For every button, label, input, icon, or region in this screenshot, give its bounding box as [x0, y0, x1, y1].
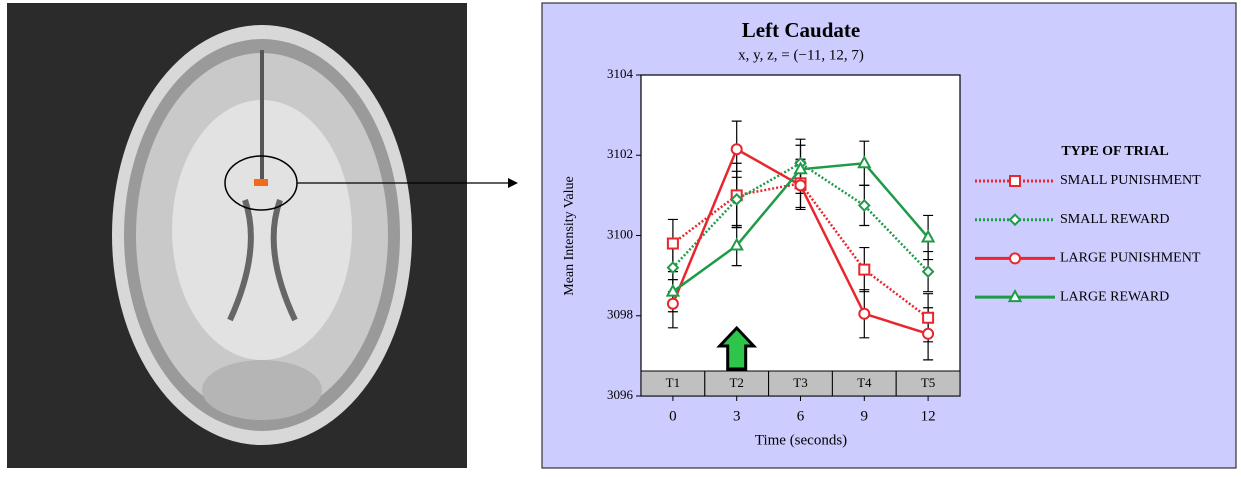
legend-label: LARGE PUNISHMENT [1060, 251, 1201, 266]
x-tick-label: 0 [669, 408, 677, 424]
brain-image [7, 3, 518, 468]
legend-label: LARGE REWARD [1060, 289, 1169, 304]
phase-label: T3 [793, 375, 807, 390]
phase-label: T1 [666, 375, 680, 390]
x-axis-label: Time (seconds) [755, 432, 847, 448]
marker [1010, 176, 1020, 186]
legend-label: SMALL PUNISHMENT [1060, 173, 1201, 188]
marker [668, 239, 678, 249]
marker [796, 180, 806, 190]
phase-label: T2 [729, 375, 743, 390]
legend-label: SMALL REWARD [1060, 212, 1170, 227]
marker [732, 144, 742, 154]
x-tick-label: 9 [861, 408, 869, 424]
phase-label: T4 [857, 375, 872, 390]
y-tick-label: 3098 [607, 307, 633, 322]
y-tick-label: 3102 [607, 146, 633, 161]
y-tick-label: 3096 [607, 387, 634, 402]
plot-area [641, 75, 960, 396]
page: Left Caudate x, y, z, = (−11, 12, 7) Mea… [0, 0, 1241, 477]
marker [923, 313, 933, 323]
marker [859, 265, 869, 275]
y-tick-label: 3104 [607, 66, 634, 81]
x-tick-label: 6 [797, 408, 805, 424]
marker [668, 299, 678, 309]
phase-label: T5 [921, 375, 935, 390]
marker [1010, 253, 1020, 263]
x-tick-label: 3 [733, 408, 741, 424]
chart-title: Left Caudate [742, 18, 860, 42]
x-tick-label: 12 [921, 408, 936, 424]
chart-subtitle: x, y, z, = (−11, 12, 7) [738, 47, 864, 63]
marker [923, 329, 933, 339]
y-tick-label: 3100 [607, 226, 633, 241]
marker [859, 309, 869, 319]
legend-title: TYPE OF TRIAL [1061, 144, 1168, 159]
figure: Left Caudate x, y, z, = (−11, 12, 7) Mea… [0, 0, 1241, 472]
y-axis-label: Mean Intensity Value [562, 176, 577, 296]
